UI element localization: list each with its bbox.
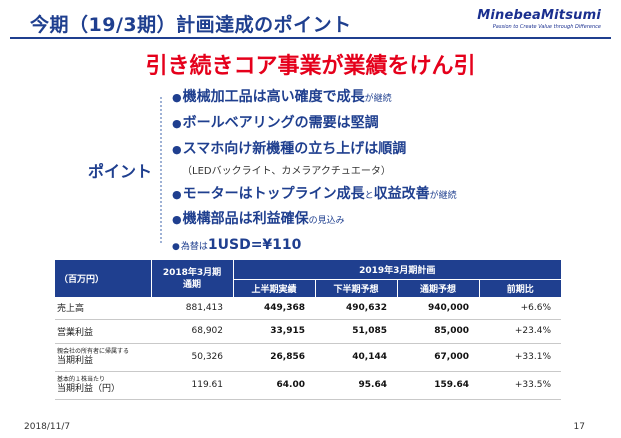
col-yoy-header: 前期比	[478, 279, 561, 297]
bullet-pre: 為替は	[180, 242, 208, 252]
col-h1-header: 上半期実績	[232, 279, 315, 297]
bullet-mid: と	[364, 191, 374, 201]
page-title: 今期（19/3期）計画達成のポイント	[30, 14, 352, 36]
col-prev-header: 2018年3月期 通期	[150, 260, 233, 297]
logo-name: MinebeaMitsumi	[477, 8, 601, 23]
bullet-dot: ●	[172, 117, 182, 130]
bullet-main: モーターはトップライン成長	[182, 186, 365, 202]
cell-prev: 881,413	[151, 297, 233, 320]
table-row: 親会社の所有者に帰属する 当期利益 50,326 26,856 40,144 6…	[55, 343, 561, 372]
unit-label: （百万円）	[55, 260, 151, 297]
cell-h2: 490,632	[315, 297, 397, 320]
bullet-item: ●機械加工品は高い確度で成長が継続	[172, 86, 392, 106]
table-row: 営業利益 68,902 33,915 51,085 85,000 +23.4%	[55, 319, 561, 344]
cell-h1: 26,856	[233, 343, 315, 372]
headline: 引き続きコア事業が業績をけん引	[145, 54, 476, 79]
bullet-item: ●為替は1USD=¥110	[172, 234, 301, 253]
col-plan-group-header: 2019年3月期計画	[232, 260, 561, 280]
cell-h2: 95.64	[315, 371, 397, 400]
row-label: 基本的１株当たり 当期利益（円）	[55, 371, 151, 400]
cell-yoy: +23.4%	[479, 319, 561, 344]
cell-h1: 449,368	[233, 297, 315, 320]
bullet-item: ●ボールベアリングの需要は堅調	[172, 112, 379, 132]
cell-fy: 85,000	[397, 319, 479, 344]
cell-yoy: +33.5%	[479, 371, 561, 400]
table-row: 基本的１株当たり 当期利益（円） 119.61 64.00 95.64 159.…	[55, 371, 561, 400]
page-number: 17	[573, 422, 585, 432]
bullet-main-2: 収益改善	[373, 186, 430, 202]
cell-prev: 119.61	[151, 371, 233, 400]
bracket-divider	[160, 97, 165, 243]
cell-yoy: +6.6%	[479, 297, 561, 320]
bullet-dot: ●	[172, 188, 182, 201]
cell-h2: 40,144	[315, 343, 397, 372]
cell-prev: 68,902	[151, 319, 233, 344]
bullet-main: 機械加工品は高い確度で成長	[182, 89, 365, 105]
col-fy-header: 通期予想	[396, 279, 479, 297]
title-divider	[10, 37, 611, 39]
bullet-tail: の見込み	[308, 216, 345, 226]
footer-date: 2018/11/7	[24, 422, 71, 432]
point-label: ポイント	[88, 162, 153, 181]
bullet-tail: が継続	[429, 191, 457, 201]
row-label-main: 当期利益（円）	[57, 384, 121, 394]
row-label-main: 当期利益	[57, 356, 94, 366]
bullet-sub: （LEDバックライト、カメラアクチュエータ）	[182, 166, 391, 177]
col-h2-header: 下半期予想	[314, 279, 397, 297]
table-row: 売上高 881,413 449,368 490,632 940,000 +6.6…	[55, 297, 561, 320]
cell-fy: 940,000	[397, 297, 479, 320]
bullet-tail: が継続	[364, 94, 392, 104]
row-label: 親会社の所有者に帰属する 当期利益	[55, 343, 151, 372]
cell-h2: 51,085	[315, 319, 397, 344]
bullet-item: ●モーターはトップライン成長と収益改善が継続	[172, 183, 457, 203]
bullet-item: ●スマホ向け新機種の立ち上げは順調	[172, 138, 406, 158]
bullet-subtext: （LEDバックライト、カメラアクチュエータ）	[182, 159, 391, 178]
row-label-small: 親会社の所有者に帰属する	[57, 348, 130, 355]
bullet-main: ボールベアリングの需要は堅調	[182, 115, 379, 131]
bullet-main: 1USD=¥110	[207, 237, 302, 253]
cell-yoy: +33.1%	[479, 343, 561, 372]
bullet-main: 機構部品は利益確保	[182, 211, 309, 227]
cell-prev: 50,326	[151, 343, 233, 372]
row-label: 売上高	[55, 297, 151, 320]
bullet-item: ●機構部品は利益確保の見込み	[172, 208, 345, 228]
cell-fy: 159.64	[397, 371, 479, 400]
bullet-dot: ●	[172, 242, 180, 252]
bullet-dot: ●	[172, 91, 182, 104]
bullet-dot: ●	[172, 143, 182, 156]
row-label-small: 基本的１株当たり	[57, 376, 106, 383]
financial-table: （百万円） 2018年3月期 通期 2019年3月期計画 上半期実績 下半期予想…	[55, 260, 561, 400]
logo-tagline: Passion to Create Value through Differen…	[492, 24, 601, 30]
company-logo: MinebeaMitsumi Passion to Create Value t…	[477, 8, 601, 30]
cell-fy: 67,000	[397, 343, 479, 372]
bullet-dot: ●	[172, 213, 182, 226]
cell-h1: 64.00	[233, 371, 315, 400]
bullet-main: スマホ向け新機種の立ち上げは順調	[182, 141, 407, 157]
row-label: 営業利益	[55, 319, 151, 344]
cell-h1: 33,915	[233, 319, 315, 344]
